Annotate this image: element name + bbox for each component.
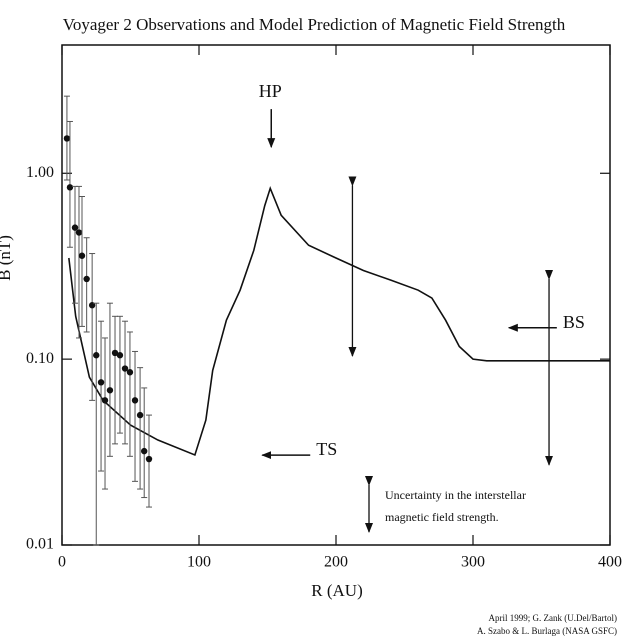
annotation: BS <box>563 312 585 332</box>
data-point <box>97 379 105 386</box>
data-point <box>126 369 134 376</box>
chart-title: Voyager 2 Observations and Model Predict… <box>63 15 566 34</box>
x-axis-label: R (AU) <box>311 581 362 600</box>
y-tick-label: 0.10 <box>26 350 54 367</box>
x-tick-label: 100 <box>187 554 211 571</box>
y-tick-label: 1.00 <box>26 164 54 181</box>
legend-text: magnetic field strength. <box>385 510 499 524</box>
credit: A. Szabo & L. Burlaga (NASA GSFC) <box>477 626 617 636</box>
data-point <box>83 275 90 283</box>
legend-text: Uncertainty in the interstellar <box>385 488 526 502</box>
x-tick-label: 200 <box>324 554 348 571</box>
data-point <box>106 387 114 394</box>
y-axis-label: B (nT) <box>0 235 14 281</box>
credit: April 1999; G. Zank (U.Del/Bartol) <box>489 613 617 623</box>
data-point <box>63 135 71 142</box>
annotation: HP <box>259 81 282 101</box>
data-point <box>141 447 148 455</box>
x-tick-label: 300 <box>461 554 485 571</box>
data-point <box>145 455 153 463</box>
data-point <box>121 365 129 372</box>
x-tick-label: 400 <box>598 554 622 571</box>
data-point <box>66 184 74 191</box>
data-point <box>71 224 79 231</box>
data-point <box>78 252 86 259</box>
data-point <box>136 411 144 419</box>
data-point <box>131 397 139 404</box>
data-point <box>111 349 119 357</box>
x-tick-label: 0 <box>58 554 66 571</box>
data-point <box>116 352 124 359</box>
data-point <box>93 352 100 359</box>
y-tick-label: 0.01 <box>26 536 54 553</box>
data-point <box>75 229 83 236</box>
data-point <box>101 397 109 404</box>
annotation: TS <box>316 439 337 459</box>
